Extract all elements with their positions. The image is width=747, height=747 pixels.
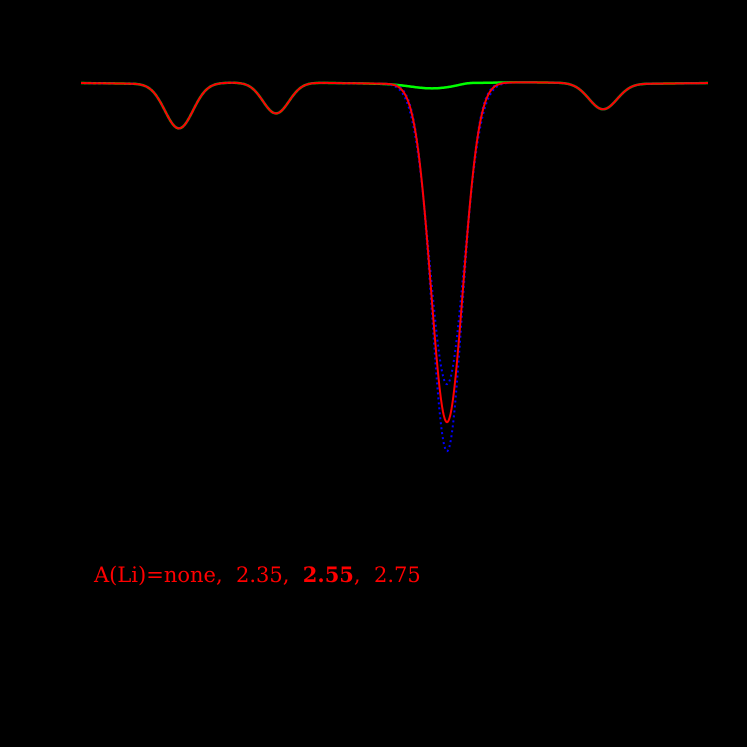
- abundance-legend: A(Li)=none, 2.35, 2.55, 2.75: [94, 562, 421, 587]
- legend-item-2-35: 2.35: [235, 563, 283, 587]
- series-layer: [81, 81, 708, 453]
- legend-item-2-75: 2.75: [373, 563, 421, 587]
- legend-item-2-55: 2.55: [302, 562, 354, 587]
- series-line-a-li-2-55: [81, 81, 708, 424]
- legend-item-none: none: [163, 563, 216, 587]
- legend-sep-3: ,: [353, 563, 374, 587]
- legend-prefix: A(Li)=: [94, 563, 164, 587]
- legend-sep-2: ,: [282, 563, 303, 587]
- legend-sep-1: ,: [215, 563, 236, 587]
